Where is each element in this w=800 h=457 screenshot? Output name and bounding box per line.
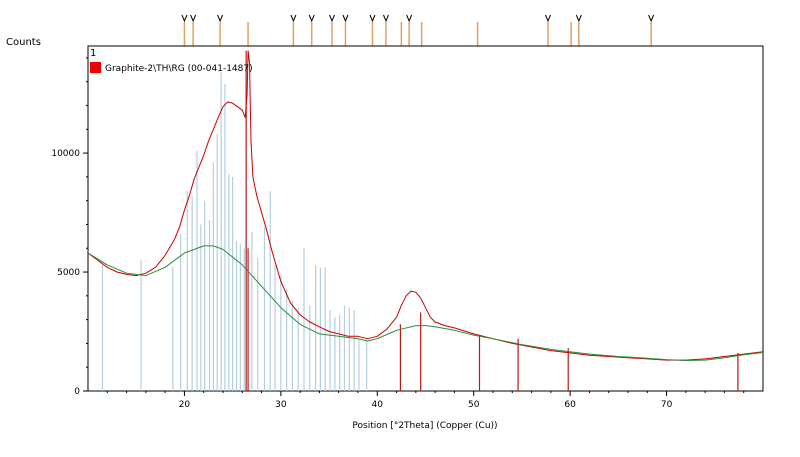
x-tick-label: 70 xyxy=(661,400,673,410)
x-tick-label: 50 xyxy=(468,400,480,410)
marker-flag xyxy=(181,14,188,23)
x-tick-label: 20 xyxy=(179,400,191,410)
y-tick-label: 10000 xyxy=(51,149,80,159)
marker-flag xyxy=(648,14,655,23)
y-tick-label: 0 xyxy=(74,387,80,397)
axes: 20 30 40 50 60 70 0 5000 10000 xyxy=(51,57,745,410)
marker-flag xyxy=(369,14,376,23)
y-axis-label: Counts xyxy=(6,37,41,48)
plot-frame xyxy=(87,45,764,392)
x-axis-label: Position [°2Theta] (Copper (Cu)) xyxy=(352,421,497,431)
marker-flag xyxy=(575,14,582,23)
x-tick-label: 60 xyxy=(564,400,576,410)
marker-flag xyxy=(545,14,551,23)
marker-flag xyxy=(190,14,197,23)
legend-label: Graphite-2\TH\RG (00-041-1487) xyxy=(105,64,253,74)
reference-sticks xyxy=(101,72,368,391)
y-tick-label: 5000 xyxy=(57,268,80,278)
legend: Graphite-2\TH\RG (00-041-1487) xyxy=(90,62,253,74)
legend-swatch xyxy=(90,62,101,73)
panel-number: 1 xyxy=(90,48,96,59)
plot-area: 1 Graphite-2\TH\RG (00-041-1487) xyxy=(87,45,764,392)
marker-flag xyxy=(308,14,315,23)
x-tick-label: 40 xyxy=(372,400,384,410)
peak-marker-strip xyxy=(181,14,655,46)
marker-flag xyxy=(217,14,224,23)
marker-flag xyxy=(383,14,389,23)
x-tick-label: 30 xyxy=(275,400,287,410)
marker-flag xyxy=(290,14,297,23)
background-line xyxy=(87,245,764,361)
marker-flag xyxy=(406,14,413,23)
measured-scan-line xyxy=(87,50,764,361)
marker-flag xyxy=(342,14,349,23)
marker-flag xyxy=(329,14,335,23)
series-lines xyxy=(87,50,764,361)
